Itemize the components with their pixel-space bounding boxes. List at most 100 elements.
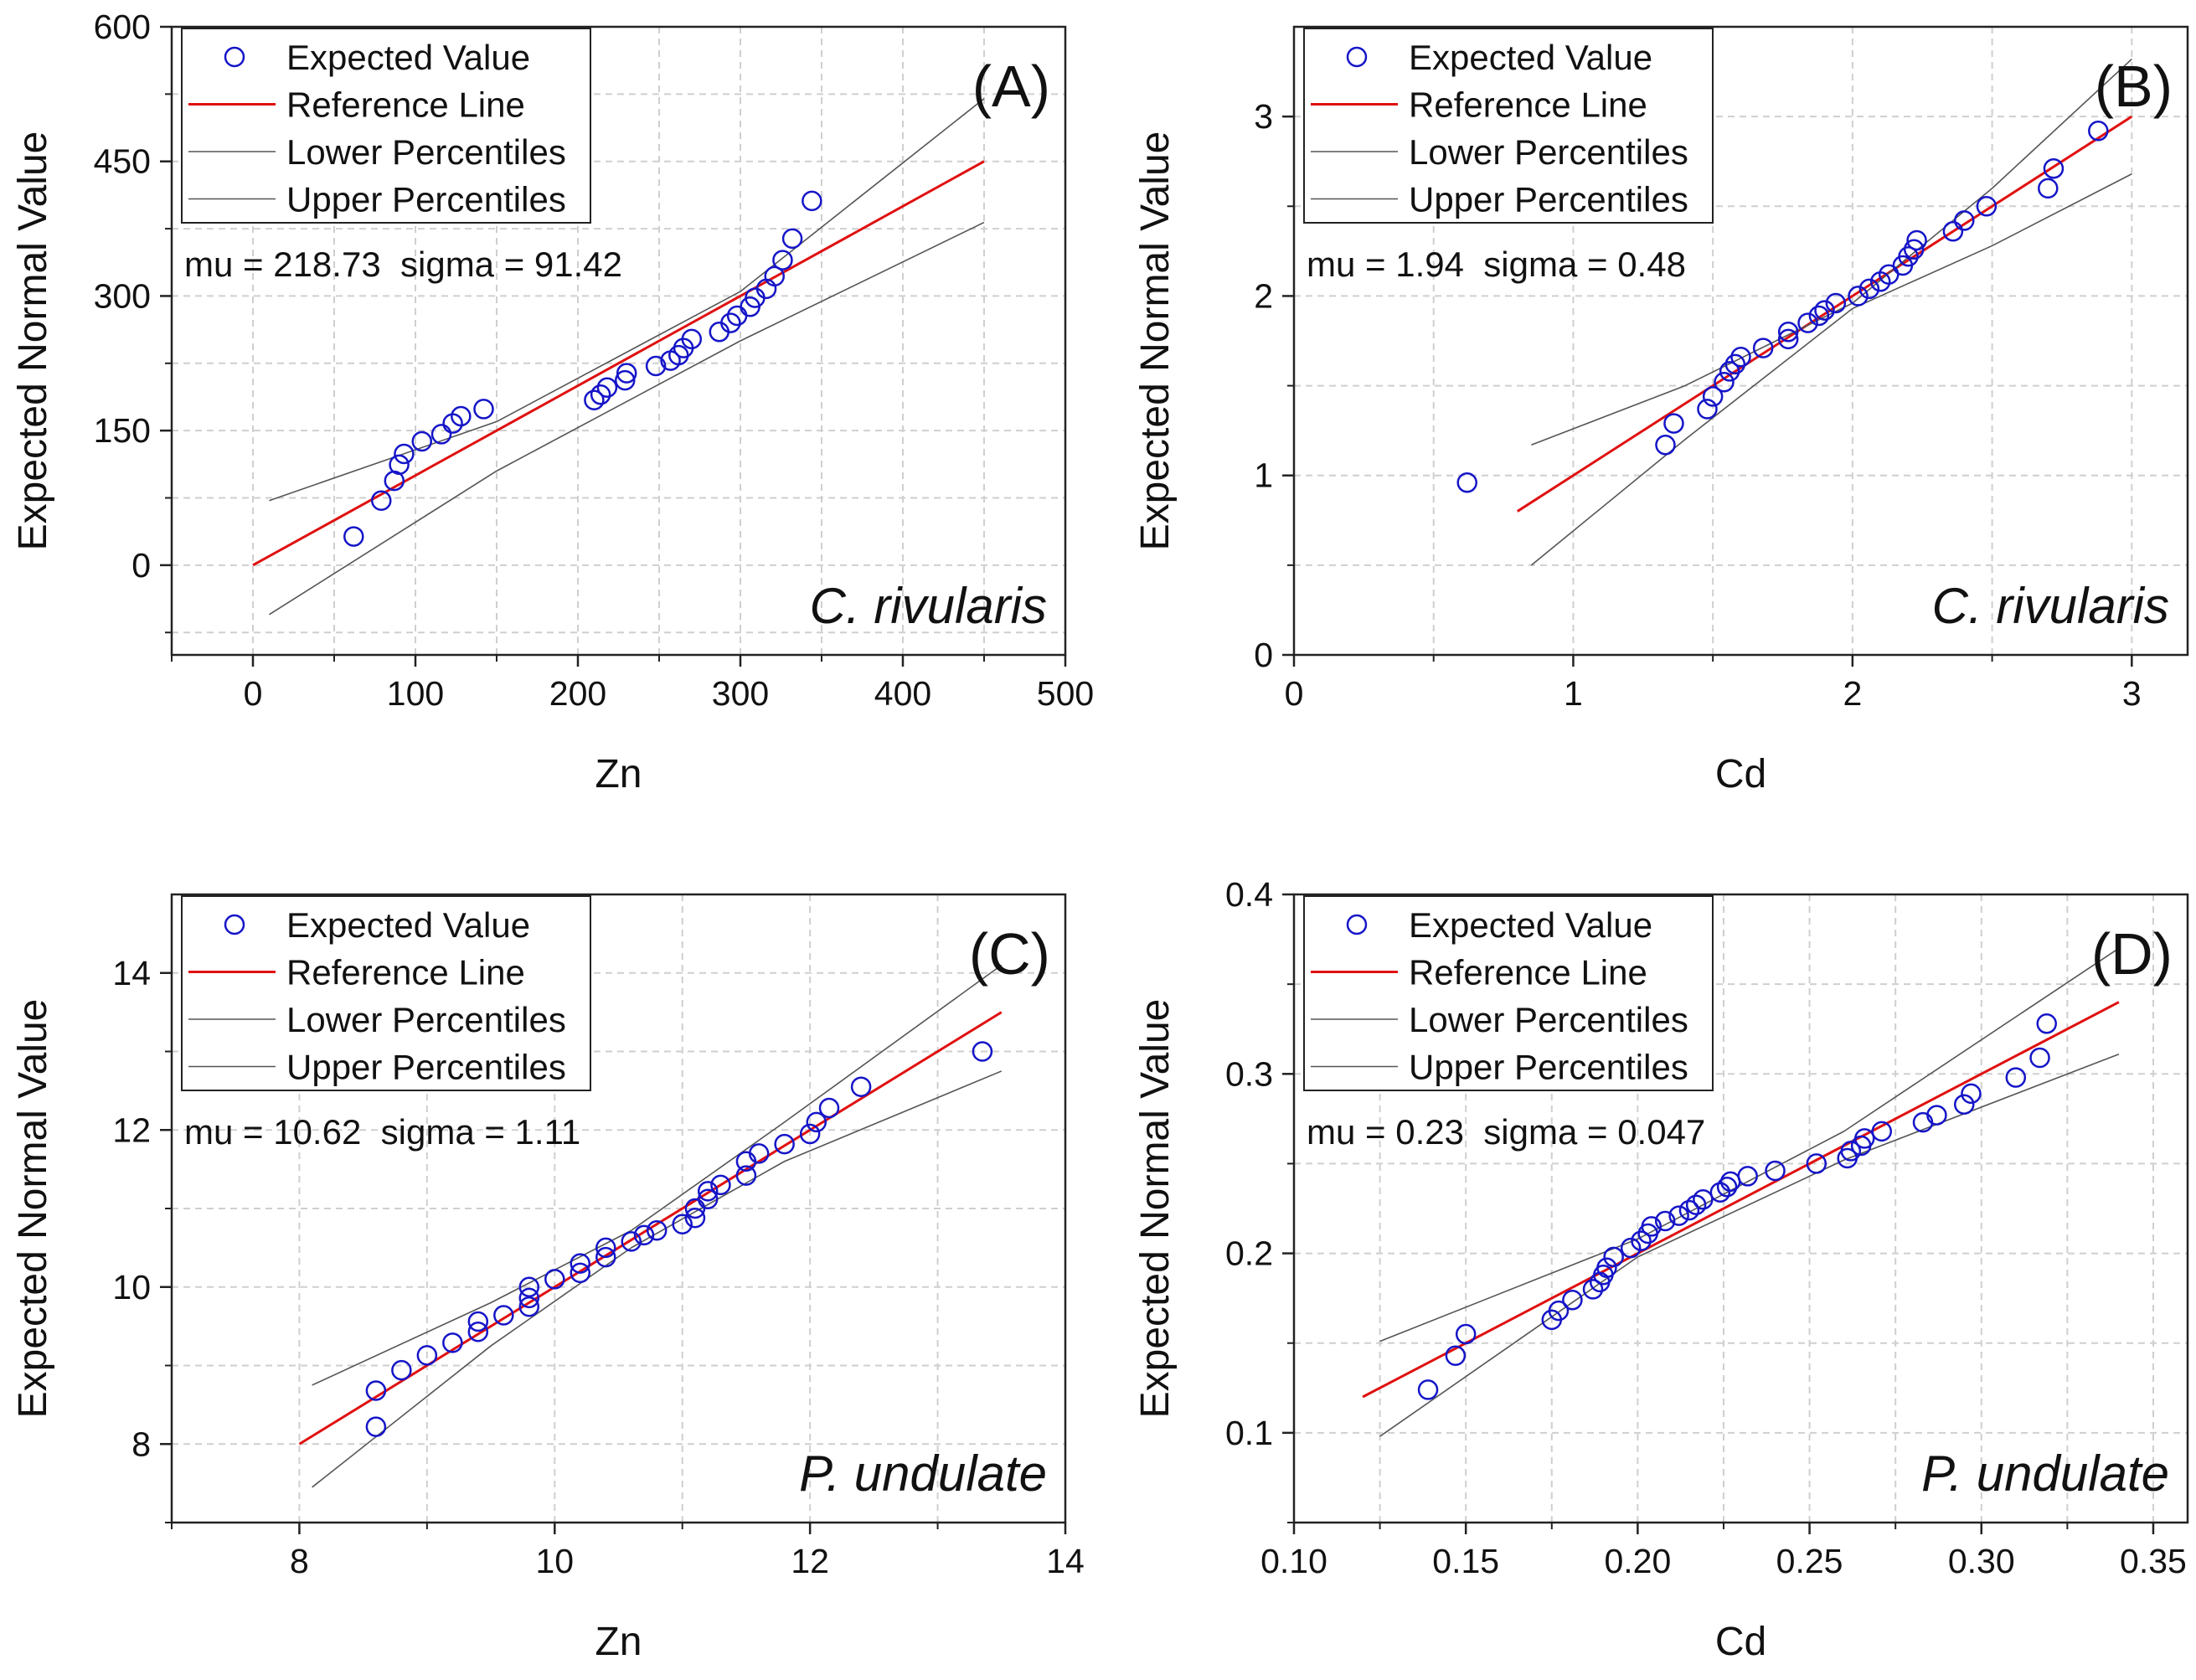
y-tick-label: 2 <box>1254 276 1273 315</box>
x-tick-label: 0 <box>1285 674 1304 713</box>
x-axis-title: Cd <box>1715 1620 1766 1664</box>
y-tick-label: 0 <box>1254 636 1273 674</box>
species-name: C. rivularis <box>1932 578 2169 634</box>
data-point <box>596 377 618 398</box>
data-point <box>442 1332 463 1353</box>
data-point <box>451 405 472 427</box>
data-point <box>1702 386 1724 407</box>
data-point <box>1716 1177 1738 1198</box>
legend-label: Expected Value <box>1409 38 1652 77</box>
data-point <box>799 1123 821 1145</box>
x-tick-label: 0 <box>244 674 263 713</box>
data-point <box>972 1041 993 1062</box>
x-axis-title: Cd <box>1715 752 1766 796</box>
ticks: 0 1 2 3 0 1 2 3 <box>1254 97 2142 713</box>
data-point <box>365 1416 387 1437</box>
data-point <box>2029 1047 2050 1069</box>
data-point <box>764 265 785 287</box>
x-tick-label: 10 <box>535 1542 574 1580</box>
data-point <box>710 1174 731 1196</box>
panel-label: (A) <box>972 54 1050 119</box>
data-point <box>1906 229 1927 251</box>
data-point <box>1445 1345 1467 1366</box>
data-point <box>1848 286 1869 307</box>
data-point <box>2043 158 2065 179</box>
data-point <box>570 1253 591 1274</box>
legend-label: Expected Value <box>286 905 530 945</box>
y-tick-label: 0.3 <box>1225 1054 1273 1093</box>
data-point <box>595 1246 616 1268</box>
data-point <box>518 1276 540 1297</box>
data-point <box>697 1188 719 1209</box>
data-point <box>1954 210 1975 231</box>
data-point <box>1976 196 1998 217</box>
panel-b: 0 1 2 3 0 1 2 3 Cd Expected Normal Value Expected … <box>1133 25 2189 796</box>
data-point <box>1737 1166 1758 1187</box>
data-point <box>1655 435 1676 456</box>
upper-percentile-line <box>1379 947 2120 1342</box>
data-point <box>615 369 636 391</box>
lower-percentile-line <box>312 1070 1003 1488</box>
stats-annotation: mu = 10.62 sigma = 1.11 <box>184 1112 580 1152</box>
grid <box>1294 894 2188 1523</box>
y-tick-label: 3 <box>1254 97 1273 136</box>
data-point <box>1417 1379 1439 1400</box>
data-point <box>1942 221 1964 242</box>
y-tick-label: 1 <box>1254 456 1273 495</box>
data-point <box>802 190 822 212</box>
legend-marker-expected-value <box>1346 46 1368 68</box>
data-layer <box>298 964 1003 1488</box>
legend-label: Expected Value <box>1409 905 1652 945</box>
data-point <box>1663 413 1684 434</box>
data-point <box>467 1321 489 1342</box>
data-point <box>442 413 463 434</box>
plot-frame <box>170 25 1067 657</box>
data-point <box>1898 246 1919 267</box>
data-point <box>621 1231 642 1252</box>
data-point <box>1926 1105 1947 1126</box>
legend-label: Lower Percentiles <box>286 132 566 172</box>
upper-percentile-line <box>269 98 985 502</box>
reference-line <box>1516 115 2133 513</box>
grid <box>172 27 1065 655</box>
y-tick-label: 150 <box>94 411 151 450</box>
x-tick-label: 0.10 <box>1260 1542 1327 1580</box>
data-point <box>645 355 667 377</box>
legend-marker-expected-value <box>224 914 245 935</box>
data-point <box>1697 399 1718 420</box>
data-point <box>1797 312 1818 333</box>
x-tick-label: 3 <box>2122 674 2142 713</box>
data-point <box>365 1380 387 1401</box>
data-point <box>735 1165 757 1186</box>
data-point <box>590 384 611 405</box>
panel-d: 0.10 0.15 0.20 0.25 0.30 0.35 0.1 0.2 0.3 0.4 Cd Ex… <box>1133 875 2189 1664</box>
data-point <box>1954 1094 1975 1115</box>
x-axis-title: Zn <box>595 1620 642 1664</box>
data-point <box>1685 1194 1707 1215</box>
x-tick-label: 100 <box>387 674 444 713</box>
legend-box <box>181 28 591 224</box>
legend-label: Reference Line <box>1409 85 1647 125</box>
legend-label: Reference Line <box>1409 953 1647 992</box>
data-point <box>1641 1216 1662 1237</box>
y-axis-title: Expected Normal Value <box>1133 131 1178 551</box>
panel-label: (B) <box>2095 54 2173 119</box>
data-point <box>748 1143 770 1164</box>
legend-label: Upper Percentiles <box>1409 1048 1688 1087</box>
data-point <box>411 430 433 452</box>
x-tick-label: 0.35 <box>2120 1542 2187 1580</box>
species-name: P. undulate <box>1921 1446 2169 1502</box>
stats-annotation: mu = 218.73 sigma = 91.42 <box>184 245 622 284</box>
data-point <box>1806 1153 1827 1174</box>
species-name: C. rivularis <box>810 578 1047 634</box>
data-point <box>584 389 605 410</box>
data-point <box>1871 1121 1893 1142</box>
data-point <box>1752 338 1774 358</box>
y-tick-label: 450 <box>94 142 151 181</box>
data-point <box>1858 278 1880 300</box>
upper-percentile-line <box>312 964 1003 1386</box>
y-tick-label: 0.2 <box>1225 1234 1273 1273</box>
data-point <box>1548 1300 1570 1322</box>
y-axis-title: Expected Normal Value <box>11 999 55 1419</box>
x-tick-label: 12 <box>791 1542 829 1580</box>
